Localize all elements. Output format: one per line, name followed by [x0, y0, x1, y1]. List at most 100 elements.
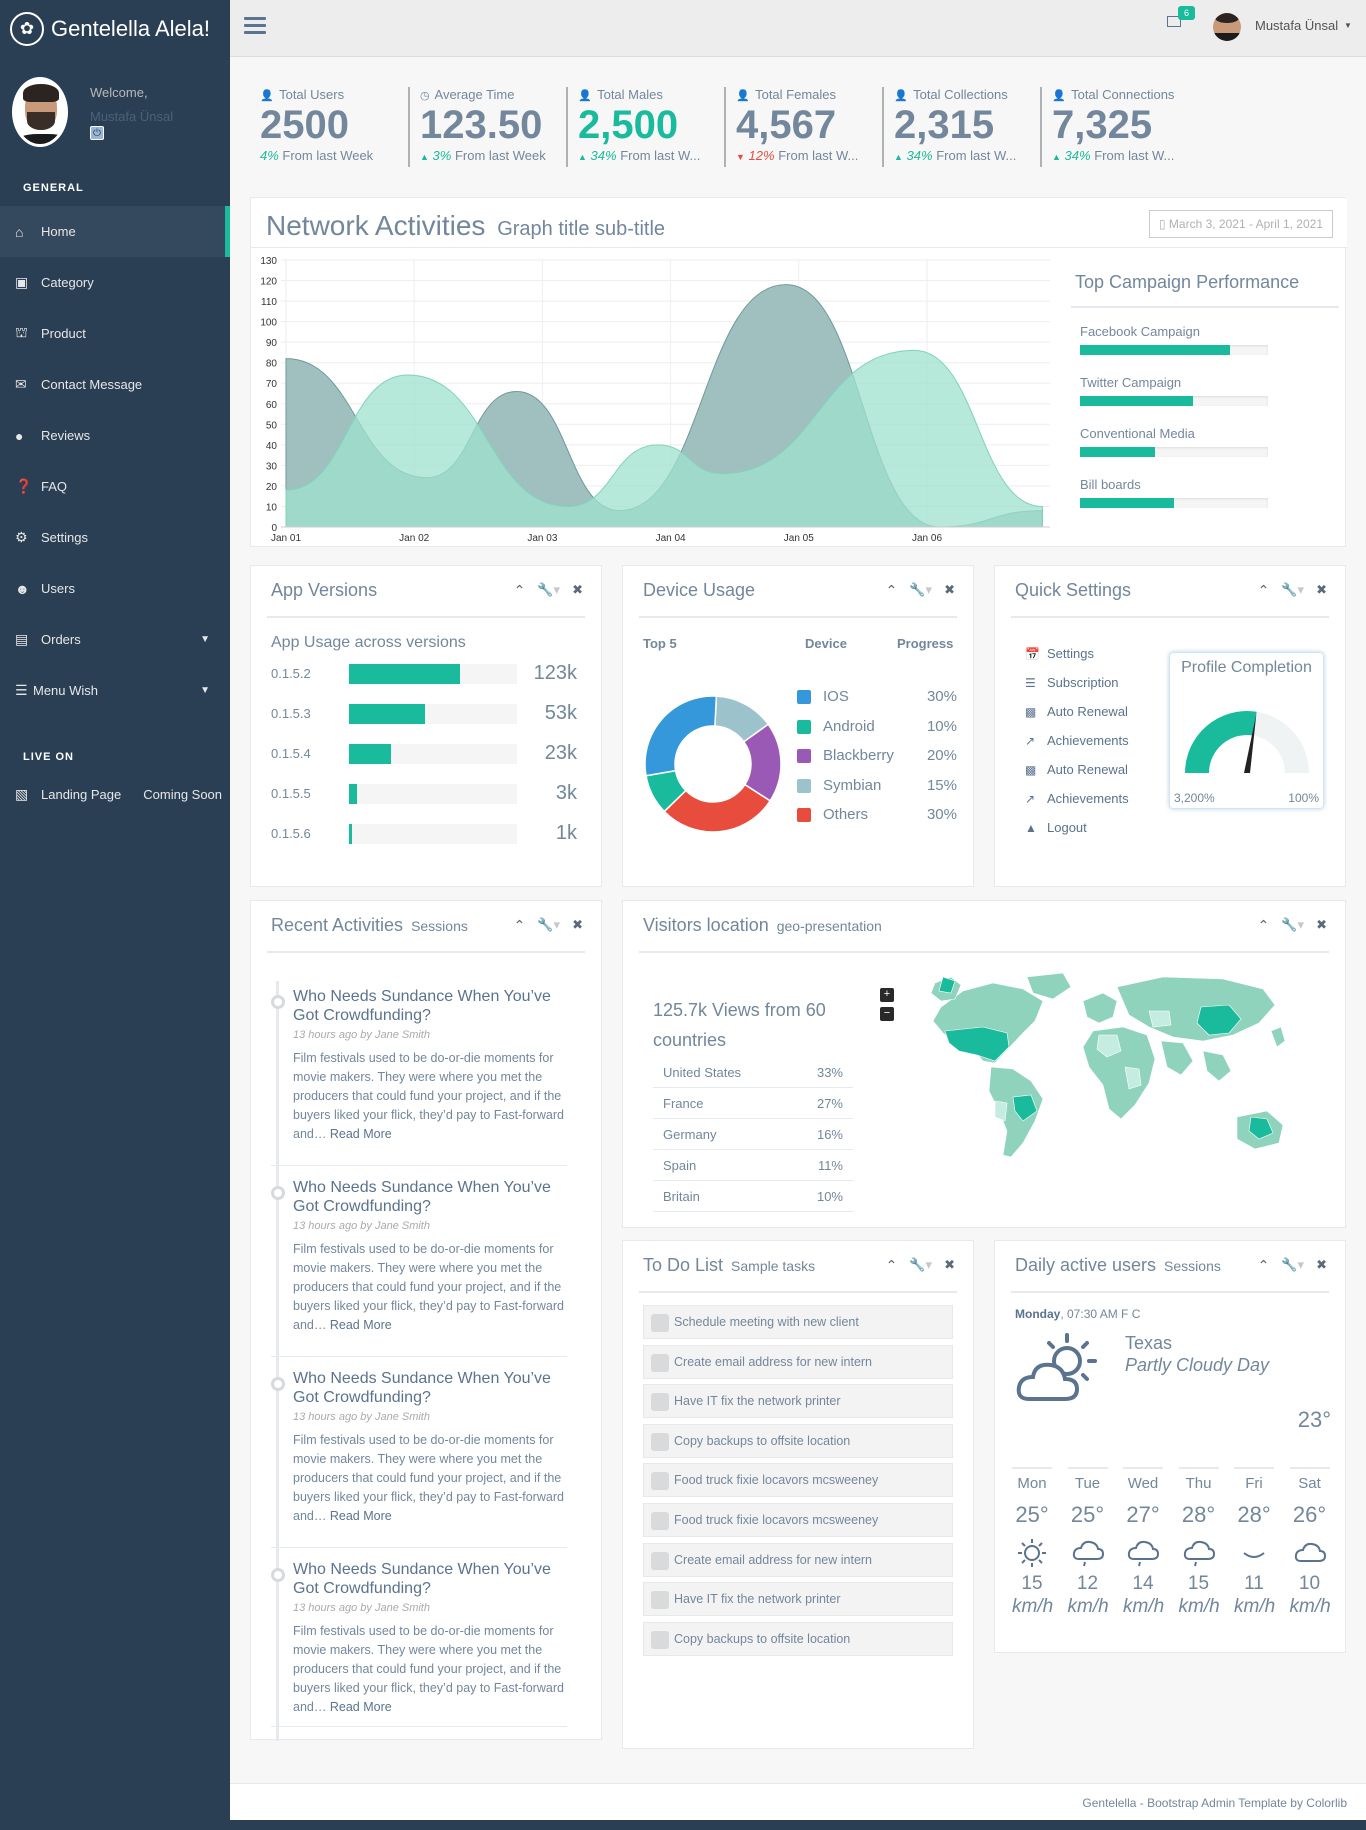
menu-toggle-icon[interactable] [244, 17, 266, 34]
collapse-icon[interactable]: ⌃ [885, 1257, 898, 1273]
activity-author[interactable]: Jane Smith [374, 1029, 430, 1041]
activity-author[interactable]: Jane Smith [374, 1411, 430, 1423]
collapse-icon[interactable]: ⌃ [1257, 917, 1270, 933]
close-icon[interactable]: ✖ [572, 582, 583, 597]
collapse-icon[interactable]: ⌃ [1257, 1257, 1270, 1273]
todo-checkbox[interactable] [651, 1353, 669, 1372]
todo-checkbox[interactable] [651, 1551, 669, 1570]
wrench-icon[interactable]: 🔧▾ [1281, 582, 1305, 597]
user-menu[interactable]: Mustafa Ünsal [1255, 18, 1339, 33]
todo-item: Food truck fixie locavors mcsweeney [643, 1503, 953, 1537]
activity-title[interactable]: Who Needs Sundance When You’ve Got Crowd… [293, 1561, 551, 1597]
todo-checkbox[interactable] [651, 1314, 669, 1332]
sidebar-item-orders[interactable]: ▤ Orders ▼ [0, 614, 230, 665]
sidebar-item-product[interactable]: ⛫ Product [0, 308, 230, 359]
user-icon: 👤 [1052, 90, 1066, 102]
todo-checkbox[interactable] [651, 1512, 669, 1530]
activity-author[interactable]: Jane Smith [374, 1220, 430, 1232]
close-icon[interactable]: ✖ [944, 1257, 955, 1272]
wrench-icon[interactable]: 🔧▾ [537, 917, 561, 932]
map-zoom-in-button[interactable]: + [880, 988, 894, 1002]
brand[interactable]: ✿ Gentelella Alela! [0, 0, 230, 57]
activity-author[interactable]: Jane Smith [374, 1602, 430, 1614]
map-zoom-out-button[interactable]: − [880, 1007, 894, 1021]
version-label: 0.1.5.2 [271, 666, 311, 681]
quick-setting-link[interactable]: 📅 Settings [1025, 646, 1094, 661]
forecast-day-name: Thu [1178, 1467, 1219, 1492]
campaign-label: Conventional Media [1080, 426, 1195, 441]
date-range-picker[interactable]: ▯ March 3, 2021 - April 1, 2021 [1148, 210, 1333, 238]
sidebar-item-users[interactable]: ☻ Users [0, 563, 230, 614]
quick-setting-link[interactable]: ↗ Achievements [1025, 733, 1129, 748]
quick-setting-link[interactable]: ☰ Subscription [1025, 675, 1119, 690]
app-version-row: 0.1.5.4 23k [271, 742, 591, 772]
wrench-icon[interactable]: 🔧▾ [909, 582, 933, 597]
close-icon[interactable]: ✖ [1316, 917, 1327, 932]
version-label: 0.1.5.6 [271, 826, 311, 841]
quick-setting-link[interactable]: ↗ Achievements [1025, 791, 1129, 806]
tile-count: 2,500 [578, 103, 679, 147]
quick-setting-link[interactable]: ▲ Logout [1025, 820, 1087, 835]
app-version-row: 0.1.5.3 53k [271, 702, 591, 732]
read-more-link[interactable]: Read More [329, 1509, 392, 1523]
gauge-fill [1185, 711, 1257, 773]
sidebar-item-contact-message[interactable]: ✉ Contact Message [0, 359, 230, 410]
read-more-link[interactable]: Read More [329, 1127, 392, 1141]
visitor-country-row: France 27% [653, 1088, 853, 1119]
collapse-icon[interactable]: ⌃ [513, 917, 526, 933]
read-more-link[interactable]: Read More [329, 1700, 392, 1714]
collapse-icon[interactable]: ⌃ [1257, 582, 1270, 598]
caret-down-icon[interactable]: ▼ [1344, 21, 1352, 30]
collapse-icon[interactable]: ⌃ [513, 582, 526, 598]
quick-setting-link[interactable]: ▩ Auto Renewal [1025, 704, 1128, 719]
wrench-icon[interactable]: 🔧▾ [1281, 917, 1305, 932]
stat-tile: 👤 Total Males 2,500 ▲ 34% From last W... [566, 87, 724, 167]
close-icon[interactable]: ✖ [1316, 582, 1327, 597]
device-percent: 30% [926, 688, 957, 705]
device-usage-panel: Device Usage ⌃ 🔧▾ ✖ Top 5 Device Progress … [622, 565, 974, 887]
wrench-icon[interactable]: 🔧▾ [909, 1257, 933, 1272]
close-icon[interactable]: ✖ [944, 582, 955, 597]
wrench-icon[interactable]: 🔧▾ [1281, 1257, 1305, 1272]
version-progress [349, 744, 517, 764]
activity-meta: 13 hours ago by Jane Smith [293, 1220, 430, 1232]
activity-title[interactable]: Who Needs Sundance When You’ve Got Crowd… [293, 1370, 551, 1406]
user-avatar[interactable] [1213, 13, 1241, 41]
wrench-icon[interactable]: 🔧▾ [537, 582, 561, 597]
todo-checkbox[interactable] [651, 1472, 669, 1491]
chevron-down-icon: ▼ [200, 634, 210, 645]
sidebar-item-faq[interactable]: ❓ FAQ [0, 461, 230, 512]
campaign-item: Conventional Media [1080, 426, 1280, 457]
sidebar-item-settings[interactable]: ⚙ Settings [0, 512, 230, 563]
envelope-icon: ✉ [15, 376, 27, 392]
close-icon[interactable]: ✖ [572, 917, 583, 932]
activity-excerpt: Film festivals used to be do-or-die mome… [293, 1051, 564, 1141]
donut-slice[interactable] [644, 695, 718, 777]
sidebar-item-home[interactable]: ⌂ Home [0, 206, 230, 257]
envelope-icon[interactable] [1167, 16, 1181, 27]
campaign-label: Bill boards [1080, 477, 1141, 492]
world-map[interactable] [903, 971, 1323, 1201]
todo-checkbox[interactable] [651, 1393, 669, 1412]
quick-setting-link[interactable]: ▩ Auto Renewal [1025, 762, 1128, 777]
activity-title[interactable]: Who Needs Sundance When You’ve Got Crowd… [293, 1179, 551, 1215]
country-percent: 10% [816, 1189, 843, 1204]
read-more-link[interactable]: Read More [329, 1318, 392, 1332]
collapse-icon[interactable]: ⌃ [885, 582, 898, 598]
todo-checkbox[interactable] [651, 1630, 669, 1649]
version-value: 1k [555, 822, 577, 844]
sidebar-item-landing-page[interactable]: ▧ Landing Page Coming Soon [0, 769, 230, 820]
avatar[interactable] [12, 77, 68, 147]
todo-checkbox[interactable] [651, 1591, 669, 1610]
power-icon[interactable]: ⏻ [90, 126, 104, 140]
stat-tile: 👤 Total Females 4,567 ▼ 12% From last W.… [724, 87, 882, 167]
x-tick-label: Jan 05 [784, 533, 814, 544]
line-chart-icon: ↗ [1025, 792, 1036, 806]
activity-title[interactable]: Who Needs Sundance When You’ve Got Crowd… [293, 988, 551, 1024]
sidebar-item-category[interactable]: ▣ Category [0, 257, 230, 308]
todo-checkbox[interactable] [651, 1432, 669, 1451]
sidebar-item-menu-wish[interactable]: ☰ Menu Wish ▼ [0, 665, 230, 716]
legend-swatch [797, 690, 811, 704]
sidebar-item-reviews[interactable]: ● Reviews [0, 410, 230, 461]
close-icon[interactable]: ✖ [1316, 1257, 1327, 1272]
